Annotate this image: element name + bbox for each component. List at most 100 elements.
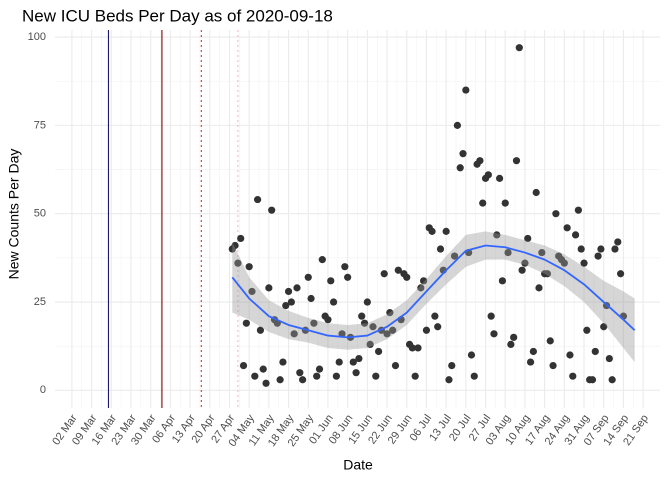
point [355, 354, 363, 363]
point [470, 372, 478, 380]
point [383, 330, 391, 338]
point [287, 298, 295, 306]
point [529, 347, 537, 356]
point [453, 121, 461, 129]
point [248, 287, 256, 296]
point [580, 259, 588, 267]
point [588, 376, 597, 384]
point [282, 301, 290, 310]
plot-area [107, 30, 636, 408]
point [259, 365, 267, 373]
point [515, 44, 523, 52]
point [431, 312, 439, 320]
smooth-line [231, 244, 636, 339]
point [532, 188, 540, 197]
point [442, 227, 450, 235]
point [408, 344, 416, 352]
point [341, 263, 349, 271]
point [360, 319, 369, 327]
point [284, 287, 293, 296]
point [254, 195, 262, 204]
point [256, 326, 265, 334]
point [389, 326, 397, 334]
point [386, 309, 394, 317]
point [563, 224, 571, 232]
point [262, 379, 270, 387]
point [242, 319, 250, 327]
grid [55, 30, 660, 408]
point [600, 323, 608, 331]
point [299, 376, 307, 384]
point [450, 252, 459, 260]
point [549, 362, 557, 370]
point [459, 150, 467, 158]
point [462, 86, 470, 94]
point [436, 245, 445, 253]
point [560, 259, 568, 267]
point [518, 266, 526, 274]
y-tick-label: 100 [28, 31, 46, 43]
point [391, 362, 400, 370]
point [310, 319, 318, 327]
point [304, 273, 312, 281]
point [496, 174, 504, 182]
point [510, 333, 518, 341]
point [231, 241, 239, 250]
point [583, 326, 591, 334]
x-axis-title: Date [343, 457, 373, 473]
y-tick-label: 50 [34, 208, 46, 220]
point [349, 358, 357, 366]
point [366, 340, 374, 349]
point [239, 362, 248, 370]
point [375, 347, 383, 356]
point [552, 210, 560, 218]
point [237, 234, 245, 243]
point [476, 157, 484, 165]
y-tick-label: 75 [34, 119, 46, 131]
point [335, 358, 343, 366]
point [538, 248, 546, 257]
point [571, 231, 580, 239]
point [315, 365, 324, 373]
point [369, 323, 377, 331]
point [490, 330, 498, 338]
point [597, 245, 605, 253]
point [352, 369, 360, 377]
point [422, 326, 431, 334]
point [411, 372, 419, 380]
point [414, 344, 422, 352]
point [307, 294, 315, 303]
point [434, 323, 442, 331]
point [524, 234, 532, 243]
point [577, 245, 585, 253]
point [512, 157, 521, 165]
point [566, 351, 574, 359]
point [546, 337, 554, 345]
point [608, 376, 616, 384]
point [479, 199, 487, 207]
point [372, 372, 380, 380]
point [574, 206, 582, 214]
point [521, 259, 529, 267]
y-tick-label: 0 [40, 384, 46, 396]
point [420, 277, 428, 285]
point [332, 372, 340, 380]
point [501, 199, 509, 207]
point [265, 284, 273, 292]
point [504, 248, 512, 257]
y-tick-label: 25 [34, 296, 46, 308]
point [493, 231, 501, 239]
point [484, 171, 492, 179]
point [268, 206, 276, 214]
point [327, 277, 335, 285]
y-axis-title: New Counts Per Day [6, 149, 22, 280]
point [344, 273, 352, 281]
point [290, 330, 298, 338]
chart-title: New ICU Beds Per Day as of 2020-09-18 [22, 6, 333, 25]
point [543, 270, 552, 278]
point [276, 376, 284, 384]
point [329, 298, 338, 306]
point [313, 372, 321, 380]
